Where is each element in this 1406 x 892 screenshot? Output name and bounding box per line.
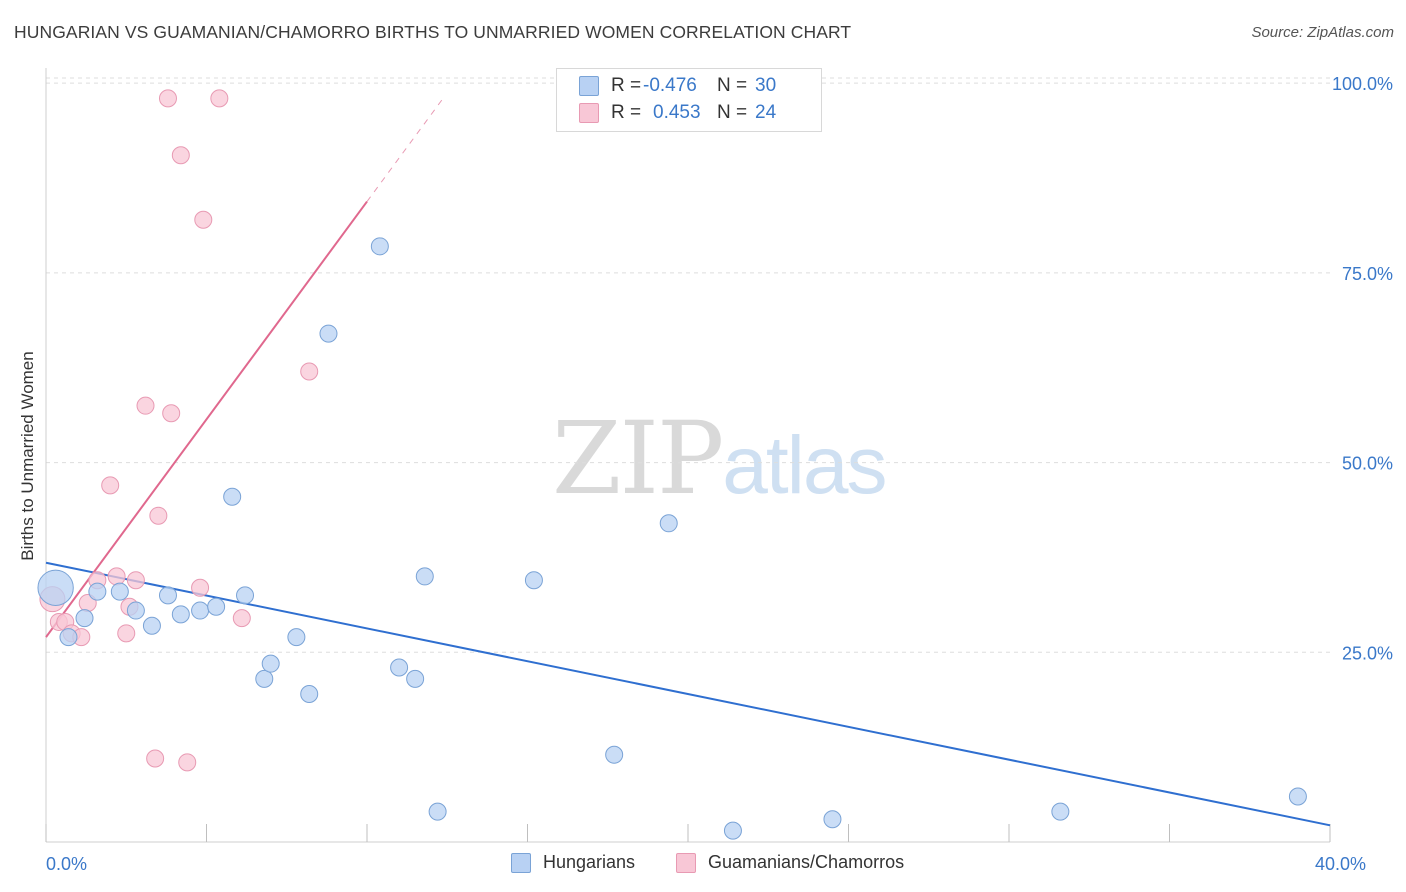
tick-labels: 25.0% 50.0% 75.0% 100.0% 0.0% 40.0% bbox=[46, 74, 1393, 874]
hungarian-point bbox=[659, 514, 678, 533]
hungarian-point bbox=[287, 628, 306, 647]
guamanian-point bbox=[101, 476, 120, 495]
guamanian-point bbox=[171, 146, 190, 165]
legend-swatch-pink bbox=[579, 103, 599, 123]
legend-row-hungarians: R = -0.476 N = 30 bbox=[579, 73, 776, 99]
hungarian-point bbox=[390, 658, 409, 677]
hungarian-point bbox=[524, 571, 543, 590]
guamanian-point bbox=[136, 396, 155, 415]
correlation-legend: R = -0.476 N = 30 R = 0.453 N = 24 bbox=[556, 68, 822, 132]
hungarian-point bbox=[158, 586, 177, 605]
hungarian-point bbox=[191, 601, 210, 620]
y-tick-label: 25.0% bbox=[1342, 643, 1393, 663]
hungarian-trend-line bbox=[45, 561, 1331, 827]
trend-lines bbox=[45, 96, 1331, 827]
hungarian-point bbox=[207, 597, 226, 616]
source-label: Source: ZipAtlas.com bbox=[1251, 24, 1394, 41]
guamanian-point bbox=[126, 571, 145, 590]
hungarian-point bbox=[37, 569, 74, 606]
hungarian-point bbox=[171, 605, 190, 624]
hungarian-point bbox=[428, 802, 447, 821]
hungarian-point bbox=[236, 586, 255, 605]
hungarian-point bbox=[75, 609, 94, 628]
legend-n-value: 24 bbox=[755, 102, 777, 123]
guamanian-point bbox=[232, 609, 251, 628]
guamanian-trend-line bbox=[45, 200, 368, 638]
watermark-zip: ZIP bbox=[552, 400, 724, 517]
hungarian-point bbox=[59, 628, 78, 647]
legend-n-label: N = bbox=[717, 75, 748, 96]
gridlines bbox=[46, 77, 1330, 653]
hungarian-point bbox=[723, 821, 742, 840]
legend-row-guamanians: R = 0.453 N = 24 bbox=[579, 100, 776, 126]
guamanian-trend-extension bbox=[366, 96, 445, 202]
hungarian-point bbox=[1288, 787, 1307, 806]
x-tick-label: 0.0% bbox=[46, 854, 87, 874]
x-tick-label: 40.0% bbox=[1315, 854, 1366, 874]
series-legend-hungarians: Hungarians bbox=[511, 852, 635, 873]
guamanian-point bbox=[178, 753, 197, 772]
y-tick-label: 50.0% bbox=[1342, 454, 1393, 474]
axes bbox=[45, 68, 1331, 843]
hungarian-point bbox=[1051, 802, 1070, 821]
guamanian-point bbox=[194, 210, 213, 229]
legend-r-value: -0.476 bbox=[643, 75, 697, 96]
hungarian-point bbox=[88, 582, 107, 601]
legend-n-value: 30 bbox=[755, 75, 777, 96]
legend-r-label: R = bbox=[611, 102, 642, 123]
guamanian-point bbox=[191, 578, 210, 597]
hungarian-point bbox=[255, 669, 274, 688]
series-label-guamanians: Guamanians/Chamorros bbox=[708, 852, 905, 872]
hungarian-point bbox=[823, 810, 842, 829]
y-axis-label: Births to Unmarried Women bbox=[18, 351, 37, 560]
hungarian-point bbox=[110, 582, 129, 601]
data-points bbox=[37, 89, 1307, 840]
series-swatch-blue bbox=[511, 852, 531, 873]
watermark: ZIPatlas bbox=[552, 400, 888, 517]
hungarian-point bbox=[126, 601, 145, 620]
hungarian-point bbox=[370, 237, 389, 256]
y-tick-label: 100.0% bbox=[1332, 74, 1393, 94]
hungarian-point bbox=[605, 745, 624, 764]
legend-swatch-blue bbox=[579, 76, 599, 96]
watermark-atlas: atlas bbox=[722, 420, 887, 511]
series-swatch-pink bbox=[676, 852, 696, 873]
guamanian-point bbox=[162, 404, 181, 423]
chart-title: HUNGARIAN VS GUAMANIAN/CHAMORRO BIRTHS T… bbox=[14, 22, 852, 42]
hungarian-point bbox=[223, 487, 242, 506]
legend-r-value: 0.453 bbox=[653, 102, 701, 123]
hungarian-point bbox=[142, 616, 161, 635]
legend-n-label: N = bbox=[717, 102, 748, 123]
guamanian-point bbox=[117, 624, 136, 643]
series-legend-guamanians: Guamanians/Chamorros bbox=[676, 852, 904, 873]
guamanian-point bbox=[146, 749, 165, 768]
hungarian-point bbox=[319, 324, 338, 343]
guamanian-point bbox=[158, 89, 177, 108]
hungarian-point bbox=[406, 669, 425, 688]
y-tick-label: 75.0% bbox=[1342, 264, 1393, 284]
guamanian-point bbox=[300, 362, 319, 381]
guamanian-point bbox=[149, 506, 168, 525]
series-legend: Hungarians Guamanians/Chamorros bbox=[0, 852, 1406, 878]
guamanian-point bbox=[210, 89, 229, 108]
hungarian-point bbox=[300, 685, 319, 704]
series-label-hungarians: Hungarians bbox=[543, 852, 636, 872]
hungarian-point bbox=[261, 654, 280, 673]
guamanian-point bbox=[107, 567, 126, 586]
hungarian-point bbox=[415, 567, 434, 586]
legend-r-label: R = bbox=[611, 75, 642, 96]
